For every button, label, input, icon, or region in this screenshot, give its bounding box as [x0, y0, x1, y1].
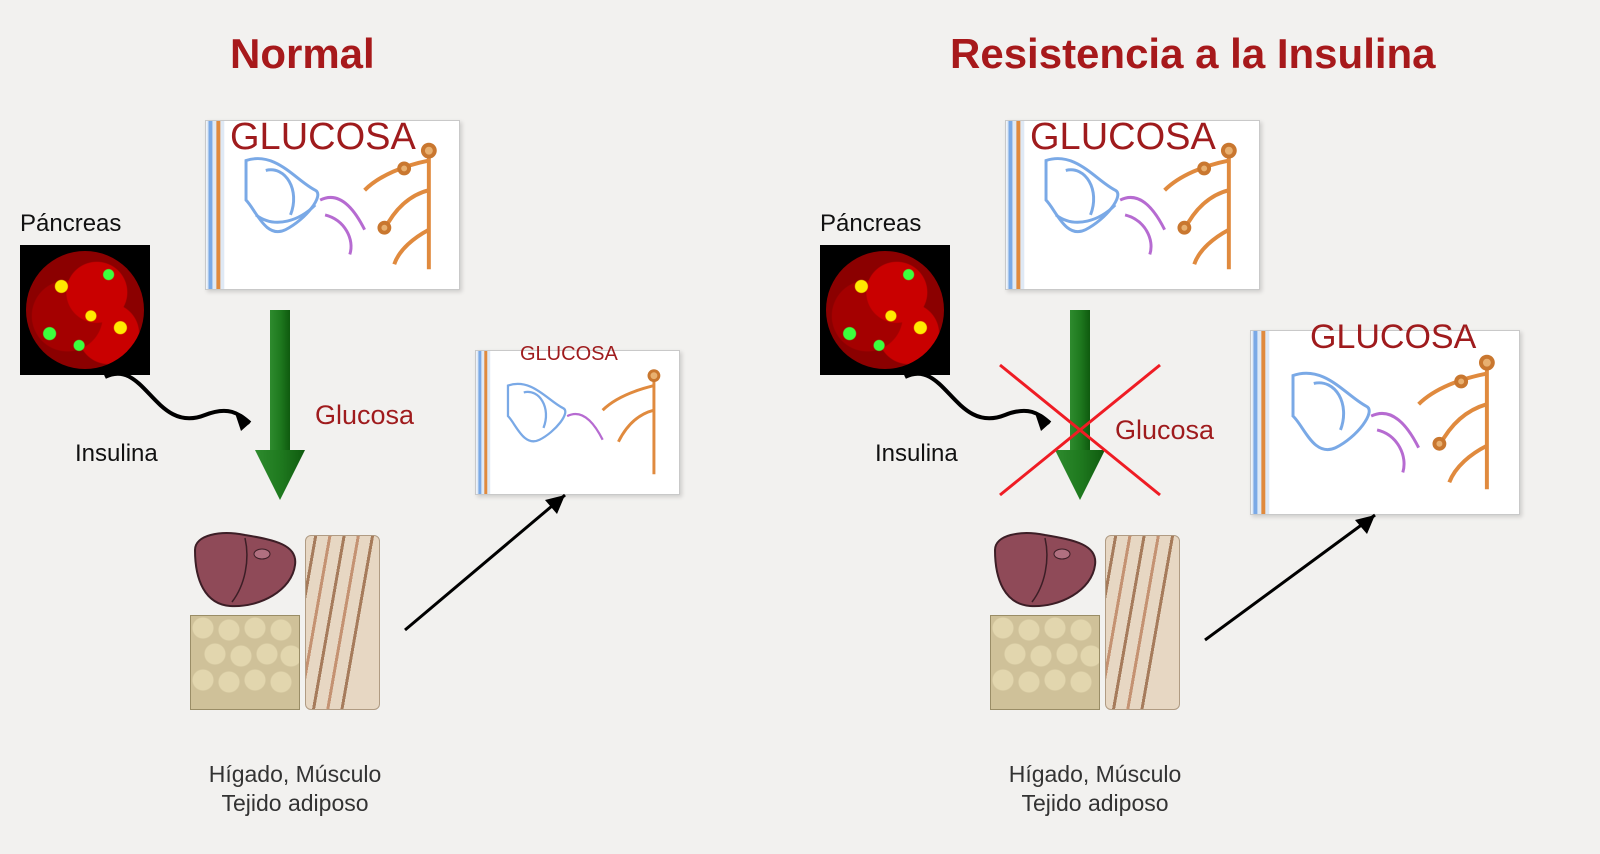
adipose-icon-right	[990, 615, 1100, 710]
panel-normal: Normal Páncreas GLUCOSA	[0, 0, 800, 854]
glucosa-result-label-left: GLUCOSA	[520, 343, 618, 366]
adipose-icon-left	[190, 615, 300, 710]
title-resistance: Resistencia a la Insulina	[950, 30, 1436, 78]
insulina-label-right: Insulina	[875, 440, 958, 468]
pancreas-islet-left	[20, 245, 150, 375]
tissues-line2-right: Tejido adiposo	[1021, 790, 1168, 816]
title-normal: Normal	[230, 30, 375, 78]
tissues-caption-right: Hígado, Músculo Tejido adiposo	[975, 760, 1215, 818]
panel-resistance: Resistencia a la Insulina Páncreas GLUCO…	[800, 0, 1600, 854]
pancreas-label-right: Páncreas	[820, 210, 921, 238]
vasculature-result-right	[1250, 330, 1520, 515]
muscle-icon-left	[305, 535, 380, 710]
glucosa-result-label-right: GLUCOSA	[1310, 318, 1476, 357]
liver-icon-left	[190, 530, 300, 610]
result-arrow-left	[395, 480, 585, 640]
tissues-line1-right: Hígado, Músculo	[1009, 761, 1182, 787]
glucosa-top-label-right: GLUCOSA	[1030, 116, 1216, 159]
insulina-label-left: Insulina	[75, 440, 158, 468]
result-arrow-right	[1195, 500, 1395, 650]
vasculature-result-left	[475, 350, 680, 495]
glucosa-top-label-left: GLUCOSA	[230, 116, 416, 159]
pancreas-islet-right	[820, 245, 950, 375]
glucosa-mid-label-left: Glucosa	[315, 400, 414, 431]
tissues-caption-left: Hígado, Músculo Tejido adiposo	[175, 760, 415, 818]
tissues-line2-left: Tejido adiposo	[221, 790, 368, 816]
muscle-icon-right	[1105, 535, 1180, 710]
liver-icon-right	[990, 530, 1100, 610]
pancreas-label-left: Páncreas	[20, 210, 121, 238]
tissues-line1-left: Hígado, Músculo	[209, 761, 382, 787]
